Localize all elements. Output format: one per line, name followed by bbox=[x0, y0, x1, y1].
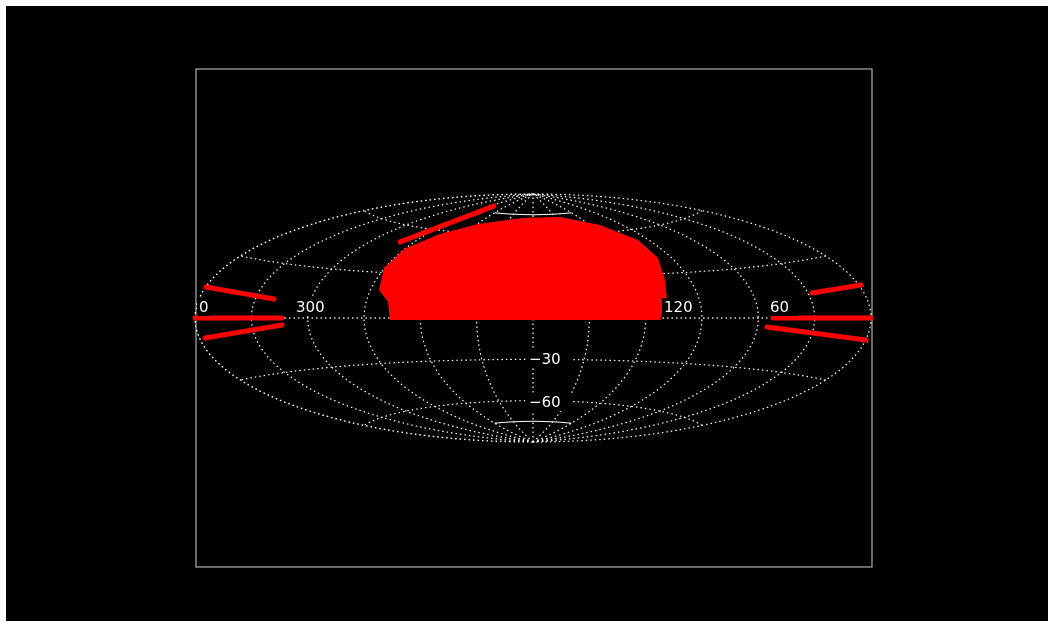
label-bg-lon-60 bbox=[768, 298, 798, 316]
coverage-strip-upper-2 bbox=[435, 210, 483, 229]
meridian-330 bbox=[250, 193, 534, 443]
lat-label-neg30: −30 bbox=[529, 350, 561, 368]
meridian-300 bbox=[307, 193, 534, 443]
label-bg-lon-300 bbox=[294, 298, 338, 316]
meridian-240 bbox=[419, 193, 534, 443]
label-bg-lat-neg60 bbox=[527, 393, 573, 411]
lon-label-left-edge: 0 bbox=[199, 298, 209, 316]
polar-arc--75 bbox=[494, 420, 572, 424]
meridian-90 bbox=[532, 193, 703, 443]
meridian-120 bbox=[532, 193, 647, 443]
label-bg-lon-120 bbox=[662, 298, 698, 316]
polar-arc-75 bbox=[494, 212, 572, 216]
coverage-main-blob bbox=[379, 217, 667, 320]
coverage-strip-right-1 bbox=[809, 282, 864, 296]
lon-label-300: 300 bbox=[296, 298, 325, 316]
coverage-region bbox=[192, 203, 874, 343]
lat-label-neg60: −60 bbox=[529, 393, 561, 411]
label-bg-lat-neg30 bbox=[527, 350, 573, 368]
meridian-60 bbox=[532, 193, 759, 443]
lon-label-60: 60 bbox=[770, 298, 789, 316]
label-bg-lon-left bbox=[197, 298, 211, 316]
meridian-30 bbox=[532, 193, 816, 443]
coverage-strip-left-1 bbox=[203, 284, 277, 302]
coverage-strip-right-3 bbox=[764, 324, 869, 343]
coverage-strip-left-3 bbox=[202, 322, 285, 341]
map-labels: 0 300 120 60 −30 −60 bbox=[197, 298, 798, 411]
lon-label-120: 120 bbox=[664, 298, 693, 316]
